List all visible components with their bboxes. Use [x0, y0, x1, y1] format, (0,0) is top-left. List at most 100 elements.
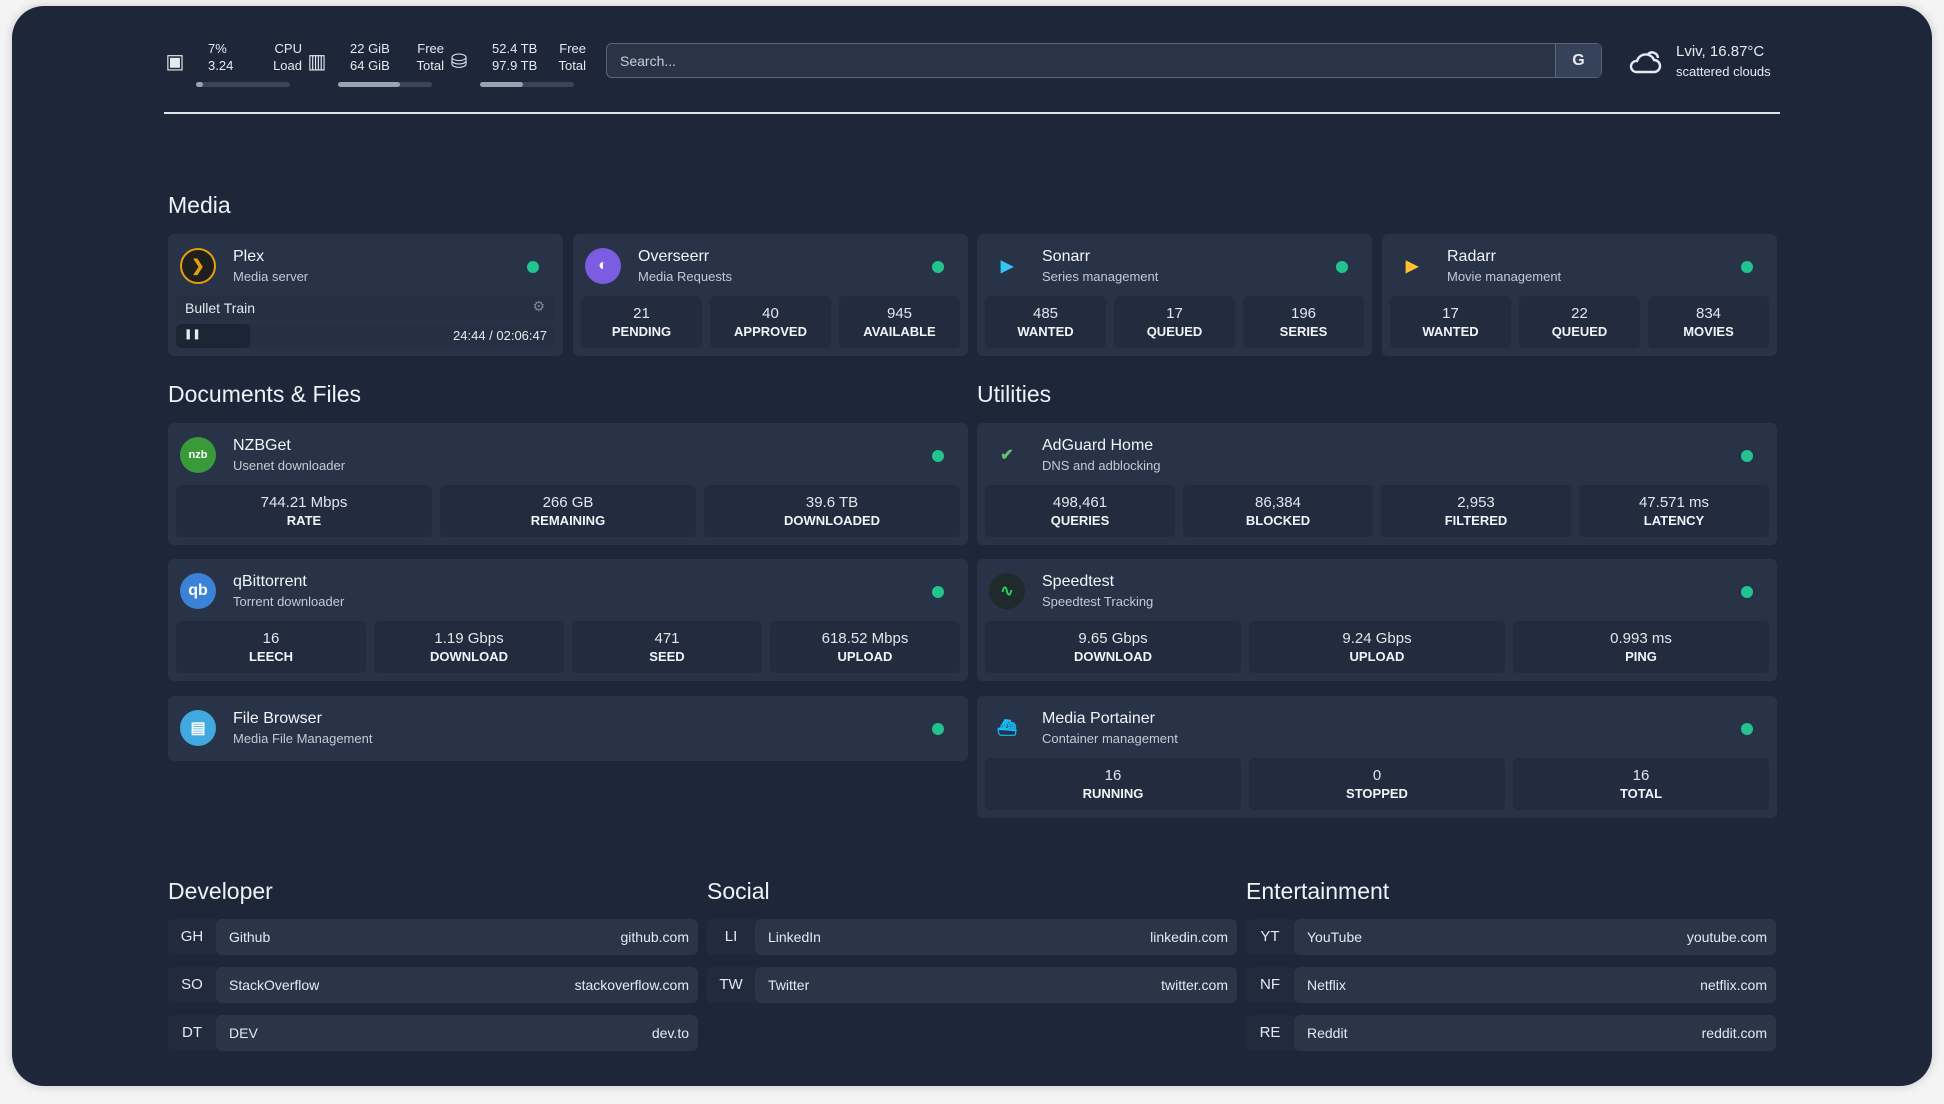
stat-value: 16: [1632, 767, 1650, 784]
service-stats: 485 WANTED 17 QUEUED 196 SERIES: [985, 296, 1364, 348]
service-description: Series management: [1042, 269, 1159, 284]
resource-widget: ▣ 7% 3.24 CPU Load: [162, 40, 302, 90]
service-description: Media File Management: [233, 731, 373, 746]
search-input[interactable]: [607, 44, 1555, 77]
service-card-plex[interactable]: ❯ Plex Media server Bullet Train ⚙ ❚❚ 24:44 / …: [168, 234, 563, 356]
status-online-indicator: [932, 450, 944, 462]
stat-seed: 471 SEED: [572, 621, 762, 673]
service-card-qbittorrent[interactable]: qb qBittorrent Torrent downloader 16 LEECH 1.…: [168, 559, 968, 681]
weather-widget: Lviv, 16.87°C scattered clouds: [1628, 42, 1771, 82]
service-stats: 744.21 Mbps RATE 266 GB REMAINING 39.6 TB DOW…: [176, 485, 960, 537]
bookmark-link-twitter[interactable]: TW Twitter twitter.com: [707, 967, 1237, 1003]
service-description: Speedtest Tracking: [1042, 594, 1154, 609]
now-playing-title: Bullet Train: [185, 300, 256, 316]
dashboard-window: ▣ 7% 3.24 CPU Load ▥ 22 GiB 64 GiB Free Total ⛁ 52.…: [12, 6, 1932, 1086]
stat-label: SEED: [649, 649, 685, 664]
service-name: NZBGet: [233, 437, 291, 454]
service-stats: 16 RUNNING 0 STOPPED 16 TOTAL: [985, 758, 1769, 810]
search-provider-button[interactable]: G: [1555, 44, 1601, 77]
resource-values: 52.4 TB 97.9 TB Free Total: [492, 40, 586, 74]
stat-label: UPLOAD: [1349, 649, 1405, 664]
stat-value: 17: [1166, 305, 1183, 322]
service-description: Movie management: [1447, 269, 1562, 284]
stat-value: 498,461: [1052, 494, 1108, 511]
status-online-indicator: [932, 723, 944, 735]
bookmark-link-linkedin[interactable]: LI LinkedIn linkedin.com: [707, 919, 1237, 955]
bookmark-link-dev[interactable]: DT DEV dev.to: [168, 1015, 698, 1051]
section-title-media: Media: [168, 192, 231, 218]
resource-usage-bar: [338, 82, 432, 87]
bookmark-body: Github github.com: [216, 919, 698, 955]
service-card-nzbget[interactable]: nzb NZBGet Usenet downloader 744.21 Mbps RAT…: [168, 423, 968, 545]
radarr-icon: ▶: [1394, 248, 1430, 284]
status-online-indicator: [932, 261, 944, 273]
resource-value: 7%: [208, 41, 227, 56]
bookmark-body: Twitter twitter.com: [755, 967, 1237, 1003]
stat-download: 1.19 Gbps DOWNLOAD: [374, 621, 564, 673]
service-card-sonarr[interactable]: ▶ Sonarr Series management 485 WANTED 17 QUEUE…: [977, 234, 1372, 356]
sonarr-icon: ▶: [989, 248, 1025, 284]
service-card-speedtest[interactable]: ∿ Speedtest Speedtest Tracking 9.65 Gbps DOW…: [977, 559, 1777, 681]
file-browser-icon: ▤: [180, 710, 216, 746]
service-stats: 498,461 QUERIES 86,384 BLOCKED 2,953 FILTERED…: [985, 485, 1769, 537]
stat-latency: 47.571 ms LATENCY: [1579, 485, 1769, 537]
resource-usage-bar: [480, 82, 574, 87]
stat-label: STOPPED: [1346, 786, 1408, 801]
service-name: Sonarr: [1042, 248, 1091, 265]
bookmark-name: Netflix: [1307, 977, 1346, 993]
status-online-indicator: [1741, 450, 1753, 462]
bookmark-link-youtube[interactable]: YT YouTube youtube.com: [1246, 919, 1776, 955]
search-bar[interactable]: G: [606, 43, 1602, 78]
cpu-icon: ▣: [165, 51, 185, 73]
stat-label: DOWNLOAD: [430, 649, 508, 664]
stat-label: RATE: [286, 513, 322, 528]
pause-icon[interactable]: ❚❚: [184, 329, 201, 340]
stat-value: 744.21 Mbps: [260, 494, 348, 511]
stat-filtered: 2,953 FILTERED: [1381, 485, 1571, 537]
service-name: Media Portainer: [1042, 710, 1155, 727]
status-online-indicator: [1741, 586, 1753, 598]
stat-label: MOVIES: [1683, 324, 1734, 339]
stat-value: 40: [762, 305, 779, 322]
stat-label: WANTED: [1422, 324, 1479, 339]
resource-labels: CPU Load: [273, 40, 302, 74]
stat-value: 618.52 Mbps: [821, 630, 909, 647]
service-stats: 9.65 Gbps DOWNLOAD 9.24 Gbps UPLOAD 0.993 ms…: [985, 621, 1769, 673]
stat-value: 17: [1442, 305, 1459, 322]
stat-blocked: 86,384 BLOCKED: [1183, 485, 1373, 537]
stat-label: SERIES: [1279, 324, 1328, 339]
weather-location: Lviv, 16.87°C: [1676, 43, 1765, 60]
service-card-media-portainer[interactable]: ⛴ Media Portainer Container management 16 RU…: [977, 696, 1777, 818]
resource-values: 7% 3.24 CPU Load: [208, 40, 302, 74]
status-online-indicator: [527, 261, 539, 273]
bookmark-link-github[interactable]: GH Github github.com: [168, 919, 698, 955]
stat-label: REMAINING: [530, 513, 606, 528]
service-name: qBittorrent: [233, 573, 307, 590]
now-playing-title-row: Bullet Train ⚙: [176, 296, 555, 320]
service-card-radarr[interactable]: ▶ Radarr Movie management 17 WANTED 22 QUEUED 8…: [1382, 234, 1777, 356]
stat-wanted: 485 WANTED: [985, 296, 1106, 348]
stat-label: LEECH: [248, 649, 294, 664]
service-card-overseerr[interactable]: ◐ Overseerr Media Requests 21 PENDING 40 APPRO…: [573, 234, 968, 356]
bookmark-name: DEV: [229, 1025, 258, 1041]
resource-label: CPU: [274, 41, 302, 56]
bookmark-link-reddit[interactable]: RE Reddit reddit.com: [1246, 1015, 1776, 1051]
resource-values: 22 GiB 64 GiB Free Total: [350, 40, 444, 74]
stat-label: DOWNLOADED: [783, 513, 881, 528]
stat-value: 0.993 ms: [1610, 630, 1672, 647]
stat-queued: 17 QUEUED: [1114, 296, 1235, 348]
service-description: Container management: [1042, 731, 1178, 746]
resource-value: 64 GiB: [350, 58, 390, 73]
resource-values-left: 22 GiB 64 GiB: [350, 40, 390, 74]
service-card-adguard-home[interactable]: ✔ AdGuard Home DNS and adblocking 498,461 QU…: [977, 423, 1777, 545]
service-name: File Browser: [233, 710, 322, 727]
bookmark-abbreviation: RE: [1246, 1015, 1294, 1051]
playback-progress-fill: [176, 324, 250, 348]
resource-usage-bar: [196, 82, 290, 87]
service-card-file-browser[interactable]: ▤ File Browser Media File Management: [168, 696, 968, 761]
bookmark-abbreviation: LI: [707, 919, 755, 955]
service-stats: 21 PENDING 40 APPROVED 945 AVAILABLE: [581, 296, 960, 348]
bookmark-link-stackoverflow[interactable]: SO StackOverflow stackoverflow.com: [168, 967, 698, 1003]
bookmark-link-netflix[interactable]: NF Netflix netflix.com: [1246, 967, 1776, 1003]
now-playing-settings-icon[interactable]: ⚙: [532, 298, 545, 314]
